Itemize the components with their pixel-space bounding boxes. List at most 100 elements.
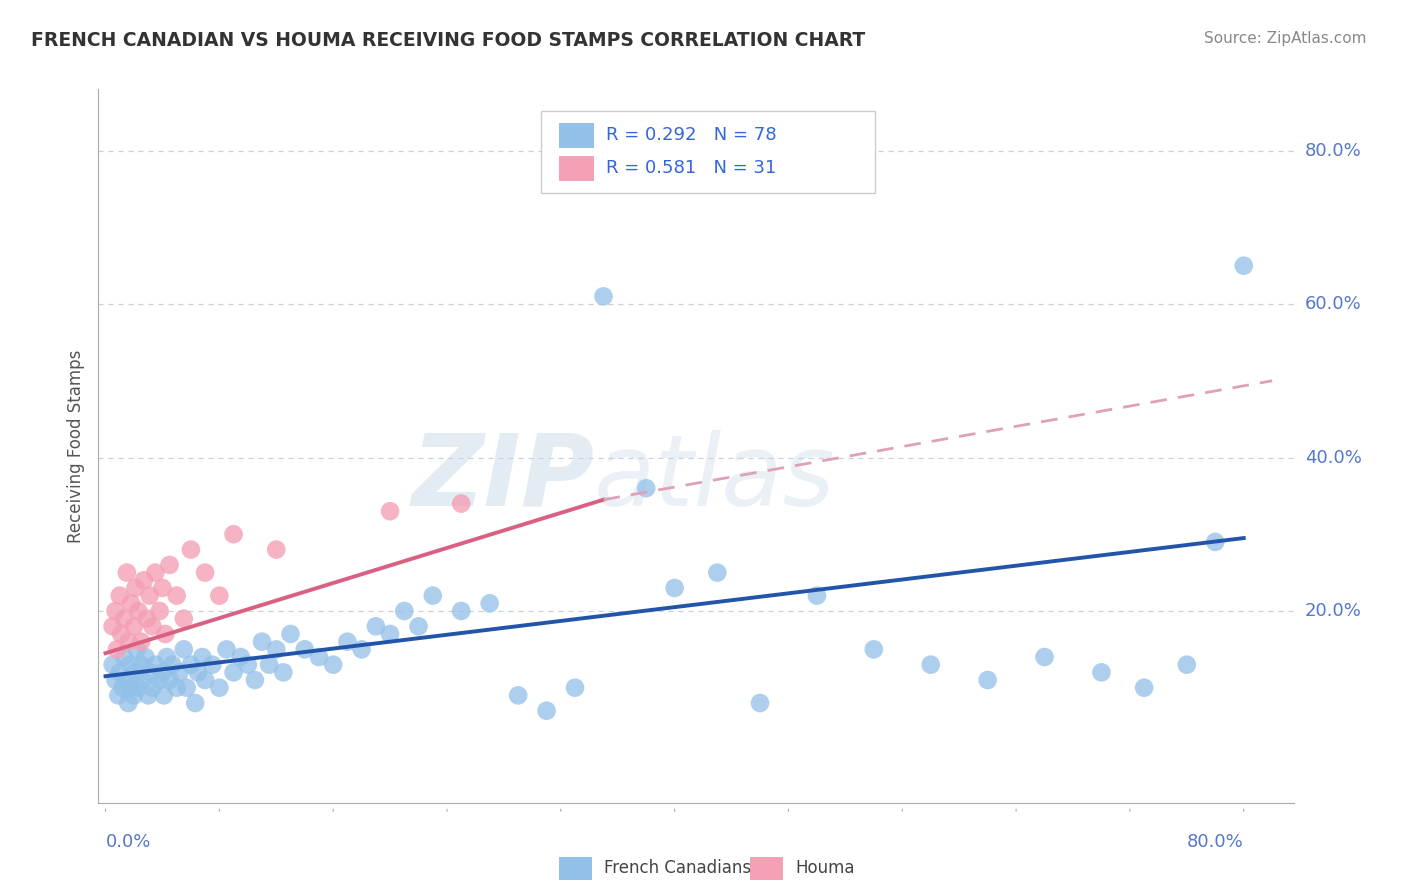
Text: atlas: atlas xyxy=(595,430,837,526)
Point xyxy=(120,596,142,610)
Text: 20.0%: 20.0% xyxy=(1305,602,1361,620)
Point xyxy=(478,596,501,610)
Text: R = 0.581   N = 31: R = 0.581 N = 31 xyxy=(606,159,776,177)
Point xyxy=(184,696,207,710)
Point xyxy=(1090,665,1112,680)
Point xyxy=(862,642,884,657)
Point xyxy=(394,604,416,618)
Point xyxy=(180,542,202,557)
Point xyxy=(322,657,344,672)
Text: 80.0%: 80.0% xyxy=(1305,142,1361,160)
Point xyxy=(976,673,998,687)
Point xyxy=(1175,657,1198,672)
Point xyxy=(136,689,159,703)
Point xyxy=(105,642,128,657)
Point xyxy=(194,673,217,687)
Point xyxy=(107,689,129,703)
Text: Houma: Houma xyxy=(796,860,855,878)
Point xyxy=(101,657,124,672)
Point xyxy=(350,642,373,657)
Point xyxy=(159,558,181,572)
Point xyxy=(264,542,287,557)
Point xyxy=(450,604,472,618)
Point xyxy=(149,673,172,687)
FancyBboxPatch shape xyxy=(558,857,592,880)
Point xyxy=(173,642,195,657)
Point xyxy=(135,612,157,626)
Text: 80.0%: 80.0% xyxy=(1187,833,1244,851)
Point xyxy=(187,665,209,680)
Point xyxy=(101,619,124,633)
FancyBboxPatch shape xyxy=(558,155,595,180)
Point xyxy=(378,627,401,641)
Point xyxy=(222,665,245,680)
Point xyxy=(364,619,387,633)
Text: FRENCH CANADIAN VS HOUMA RECEIVING FOOD STAMPS CORRELATION CHART: FRENCH CANADIAN VS HOUMA RECEIVING FOOD … xyxy=(31,31,865,50)
Point xyxy=(508,689,530,703)
Point xyxy=(162,657,184,672)
Point xyxy=(236,657,259,672)
Point xyxy=(166,589,188,603)
Point xyxy=(156,650,179,665)
Point xyxy=(108,665,131,680)
Point xyxy=(166,681,188,695)
Point xyxy=(153,689,176,703)
Point xyxy=(132,574,155,588)
Point xyxy=(229,650,252,665)
Point xyxy=(180,657,202,672)
Point xyxy=(152,665,174,680)
Point xyxy=(215,642,238,657)
Point xyxy=(636,481,658,495)
Point xyxy=(173,612,195,626)
Point xyxy=(294,642,316,657)
Point xyxy=(115,566,138,580)
Point xyxy=(143,566,166,580)
Point xyxy=(536,704,558,718)
Point xyxy=(134,650,156,665)
Point xyxy=(920,657,942,672)
Point xyxy=(664,581,686,595)
Point xyxy=(201,657,224,672)
Point xyxy=(120,681,142,695)
Text: ZIP: ZIP xyxy=(412,430,595,526)
Point xyxy=(1033,650,1056,665)
Point xyxy=(111,681,134,695)
Point xyxy=(131,673,153,687)
Point xyxy=(806,589,828,603)
Point xyxy=(124,665,146,680)
Point xyxy=(112,650,135,665)
Point xyxy=(1233,259,1256,273)
Point xyxy=(141,681,163,695)
Point xyxy=(308,650,330,665)
Point xyxy=(104,604,127,618)
Point xyxy=(1133,681,1156,695)
FancyBboxPatch shape xyxy=(749,857,783,880)
Point xyxy=(1204,535,1226,549)
FancyBboxPatch shape xyxy=(558,123,595,148)
Point xyxy=(127,681,149,695)
FancyBboxPatch shape xyxy=(541,111,876,193)
Point xyxy=(250,634,273,648)
Point xyxy=(194,566,217,580)
Point xyxy=(138,589,160,603)
Point xyxy=(208,681,231,695)
Point xyxy=(112,612,135,626)
Point xyxy=(592,289,614,303)
Point xyxy=(208,589,231,603)
Point xyxy=(243,673,266,687)
Point xyxy=(450,497,472,511)
Point xyxy=(336,634,359,648)
Point xyxy=(129,657,152,672)
Text: 60.0%: 60.0% xyxy=(1305,295,1361,313)
Point xyxy=(117,634,139,648)
Point xyxy=(122,619,145,633)
Point xyxy=(176,681,198,695)
Point xyxy=(122,689,145,703)
Point xyxy=(149,604,172,618)
Point xyxy=(127,604,149,618)
Point xyxy=(273,665,295,680)
Point xyxy=(138,665,160,680)
Point xyxy=(129,634,152,648)
Point xyxy=(115,673,138,687)
Point xyxy=(143,657,166,672)
